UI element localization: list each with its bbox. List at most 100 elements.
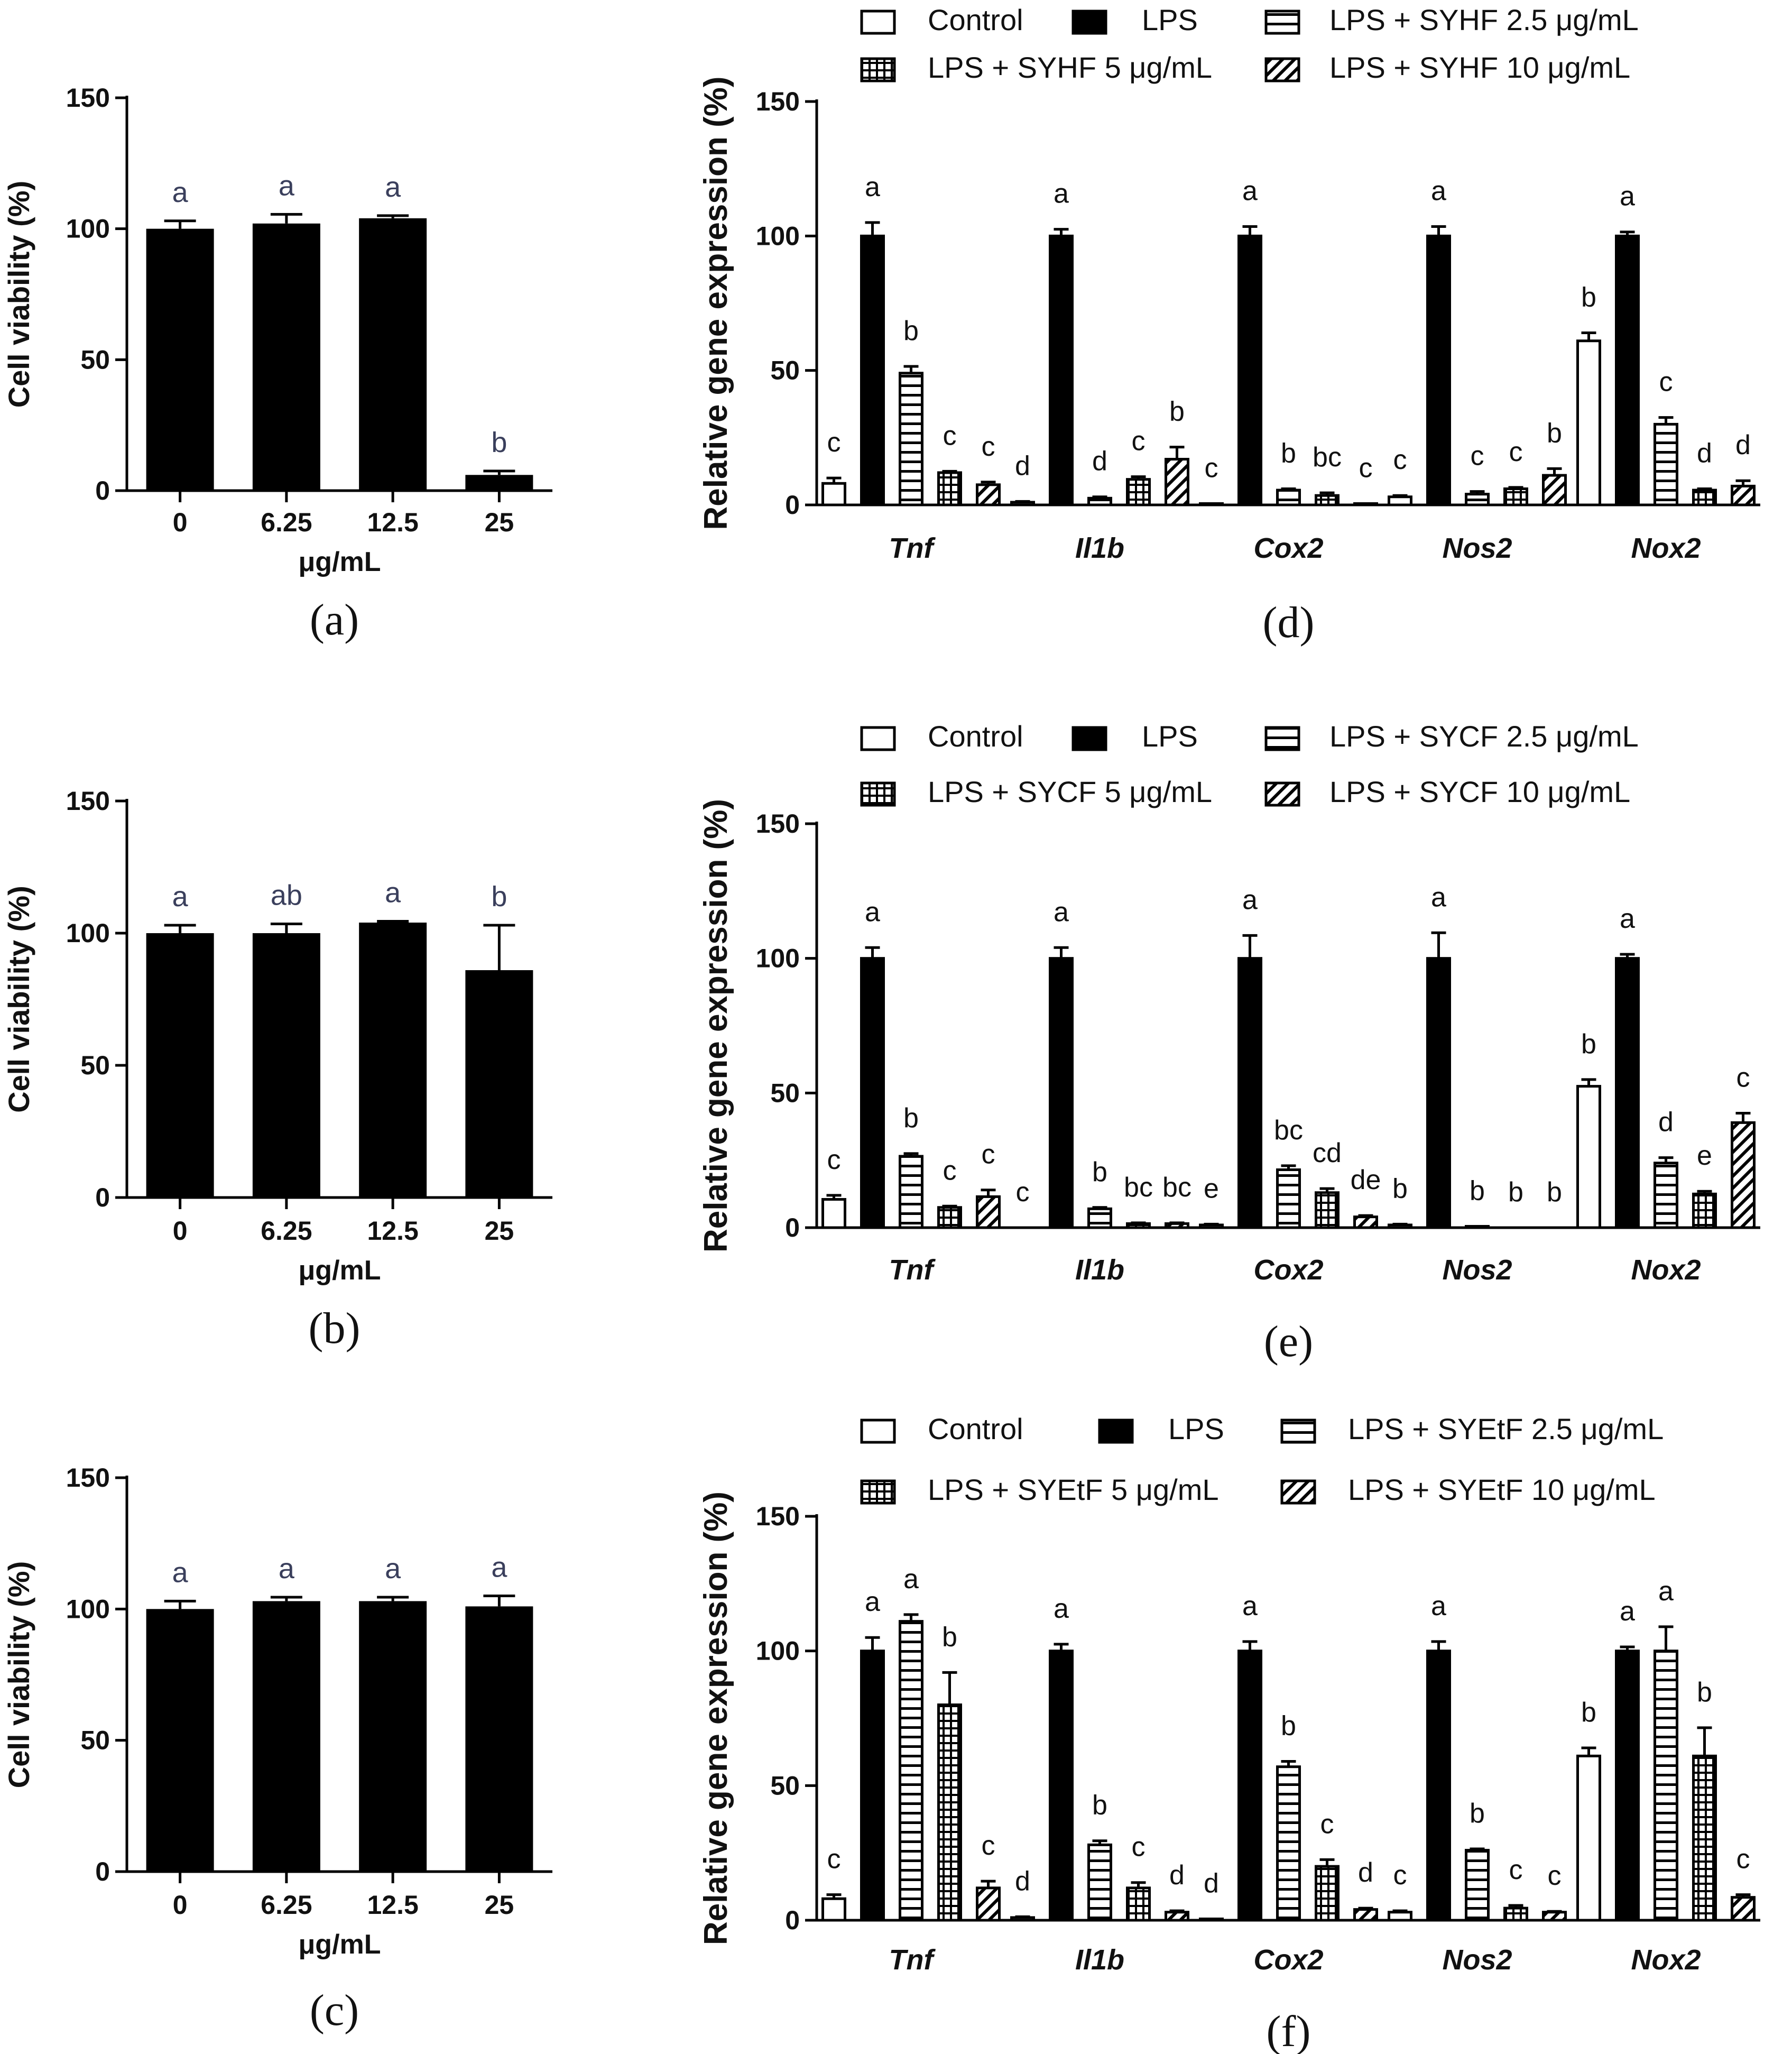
significance-letter: ab [271, 880, 302, 911]
y-tick-label: 0 [95, 476, 110, 505]
significance-letter: a [491, 1552, 507, 1583]
bar [1503, 1906, 1528, 1922]
legend-swatch [860, 1479, 896, 1505]
bar [1426, 957, 1451, 1229]
significance-letter: d [1015, 1866, 1030, 1896]
x-tick-label: Nox2 [1631, 1944, 1701, 1976]
x-tick-label: Nos2 [1442, 532, 1512, 564]
y-axis-title: Relative gene expression (%) [698, 77, 734, 530]
significance-letter: c [943, 420, 957, 451]
bar [359, 923, 427, 1198]
bar [1276, 489, 1301, 506]
bar [860, 957, 885, 1229]
significance-letter: c [982, 431, 995, 462]
y-tick-label: 150 [66, 83, 110, 113]
significance-letter: a [865, 897, 880, 927]
y-axis-title: Cell viability (%) [2, 181, 35, 408]
significance-letter: d [1169, 1860, 1185, 1891]
bar [1731, 1121, 1756, 1229]
y-tick-label: 100 [66, 918, 110, 948]
x-axis-title: μg/mL [298, 1255, 381, 1286]
bar [146, 228, 214, 491]
bar [359, 218, 427, 491]
x-tick-label: 25 [485, 508, 514, 537]
y-tick-label: 0 [785, 1905, 800, 1935]
significance-letter: b [903, 1103, 919, 1134]
significance-letter: a [1431, 882, 1446, 913]
bar [1576, 339, 1601, 506]
significance-letter: a [1242, 885, 1258, 915]
x-tick-label: Il1b [1075, 1254, 1124, 1286]
x-tick-label: 25 [485, 1216, 514, 1246]
bar [1315, 1865, 1340, 1922]
legend-swatch [1071, 10, 1107, 35]
bar [1388, 1911, 1412, 1922]
significance-letter: b [1392, 1173, 1408, 1204]
y-tick-label: 100 [66, 214, 110, 244]
bar [937, 1206, 962, 1229]
significance-letter: c [1016, 1177, 1030, 1208]
legend-label: Control [928, 1412, 1023, 1445]
bar [821, 1198, 846, 1229]
bar [860, 1650, 885, 1922]
significance-letter: b [1281, 438, 1296, 468]
bar [899, 1155, 923, 1229]
bar [1465, 493, 1490, 506]
bar [1542, 474, 1567, 506]
chart-panel-a: 0 50 100 150 Cell viability (%) 0 a 6.25 a 12.5 a 2… [2, 83, 552, 644]
bar [1654, 1650, 1678, 1922]
bar [1576, 1754, 1601, 1922]
significance-letter: bc [1313, 442, 1342, 473]
significance-letter: b [1697, 1677, 1712, 1708]
significance-letter: e [1204, 1173, 1219, 1204]
y-axis-title: Cell viability (%) [2, 886, 35, 1112]
y-tick-label: 50 [770, 356, 800, 385]
bar [1276, 1168, 1301, 1229]
legend-swatch [1071, 726, 1107, 751]
bar [465, 475, 533, 491]
bar [1576, 1085, 1601, 1229]
significance-letter: b [491, 881, 507, 913]
y-tick-label: 0 [785, 1213, 800, 1242]
x-tick-label: 12.5 [367, 508, 418, 537]
x-tick-label: Tnf [889, 1944, 936, 1976]
significance-letter: a [279, 1553, 295, 1585]
significance-letter: a [903, 1564, 919, 1595]
chart-panel-d: 0 50 100 150 Relative gene expression (%) c a b… [698, 3, 1760, 647]
bar [1049, 957, 1074, 1229]
significance-letter: de [1351, 1165, 1381, 1195]
significance-letter: e [1697, 1140, 1712, 1171]
bar [1087, 1207, 1112, 1229]
legend-swatch [860, 1419, 896, 1444]
legend-label: LPS + SYEtF 10 μg/mL [1348, 1473, 1656, 1506]
bar [252, 933, 320, 1198]
significance-letter: b [491, 427, 507, 458]
panel-label: (e) [1264, 1317, 1313, 1366]
y-tick-label: 150 [756, 87, 800, 116]
legend-swatch [1264, 726, 1300, 751]
y-tick-label: 0 [95, 1183, 110, 1212]
panel-label: (c) [310, 1986, 359, 2035]
y-axis-title: Relative gene expression (%) [698, 1491, 734, 1945]
significance-letter: c [1320, 1809, 1334, 1839]
significance-letter: c [1509, 1855, 1523, 1885]
bar [1199, 502, 1224, 506]
bar [1465, 1849, 1490, 1922]
bar [937, 471, 962, 506]
significance-letter: a [385, 1553, 401, 1585]
bar [1353, 502, 1378, 506]
bar [1426, 1650, 1451, 1922]
bar [1654, 1162, 1678, 1229]
significance-letter: c [827, 1844, 841, 1875]
x-tick-label: Nos2 [1442, 1944, 1512, 1976]
x-axis-title: μg/mL [298, 1929, 381, 1960]
significance-letter: a [1054, 897, 1069, 927]
y-tick-label: 150 [756, 809, 800, 839]
legend-label: LPS [1142, 720, 1198, 753]
significance-letter: c [1393, 1860, 1407, 1891]
bar [1503, 487, 1528, 506]
significance-letter: a [1620, 1596, 1635, 1627]
significance-letter: a [385, 171, 401, 203]
